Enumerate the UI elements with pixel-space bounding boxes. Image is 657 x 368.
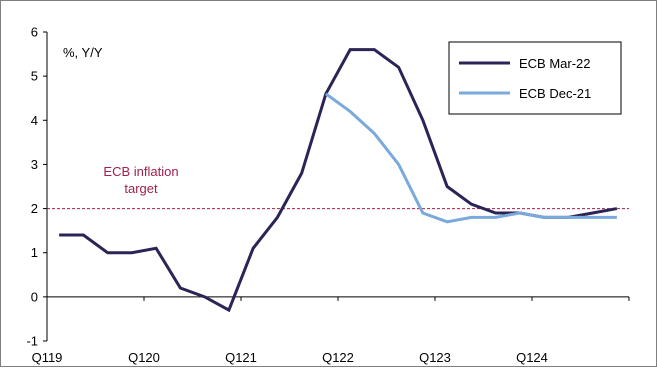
x-tick-label: Q121	[225, 350, 257, 365]
y-tick-label: -1	[26, 334, 38, 349]
y-tick-label: 0	[31, 289, 38, 304]
y-tick-label: 1	[31, 245, 38, 260]
y-tick-label: 5	[31, 69, 38, 84]
x-tick-label: Q124	[516, 350, 548, 365]
x-tick-label: Q120	[128, 350, 160, 365]
x-tick-label: Q119	[32, 350, 63, 365]
unit-label: %, Y/Y	[63, 45, 103, 60]
legend-label-1: ECB Mar-22	[519, 56, 591, 71]
target-annotation-line2: target	[124, 181, 158, 196]
target-annotation-line1: ECB inflation	[103, 164, 178, 179]
x-axis-ticks: Q119 Q120 Q121 Q122 Q123 Q124	[32, 296, 630, 365]
x-tick-label: Q122	[322, 350, 354, 365]
y-tick-label: 6	[31, 25, 38, 40]
y-axis-ticks: -1 0 1 2 3 4 5 6	[26, 25, 47, 349]
series-lines	[59, 48, 618, 313]
legend: ECB Mar-22 ECB Dec-21	[448, 41, 622, 115]
y-tick-label: 4	[31, 113, 38, 128]
x-tick-label: Q123	[419, 350, 451, 365]
legend-box	[448, 41, 622, 115]
y-tick-label: 3	[31, 157, 38, 172]
legend-label-2: ECB Dec-21	[519, 86, 591, 101]
series-line-2	[324, 92, 617, 224]
y-tick-label: 2	[31, 201, 38, 216]
